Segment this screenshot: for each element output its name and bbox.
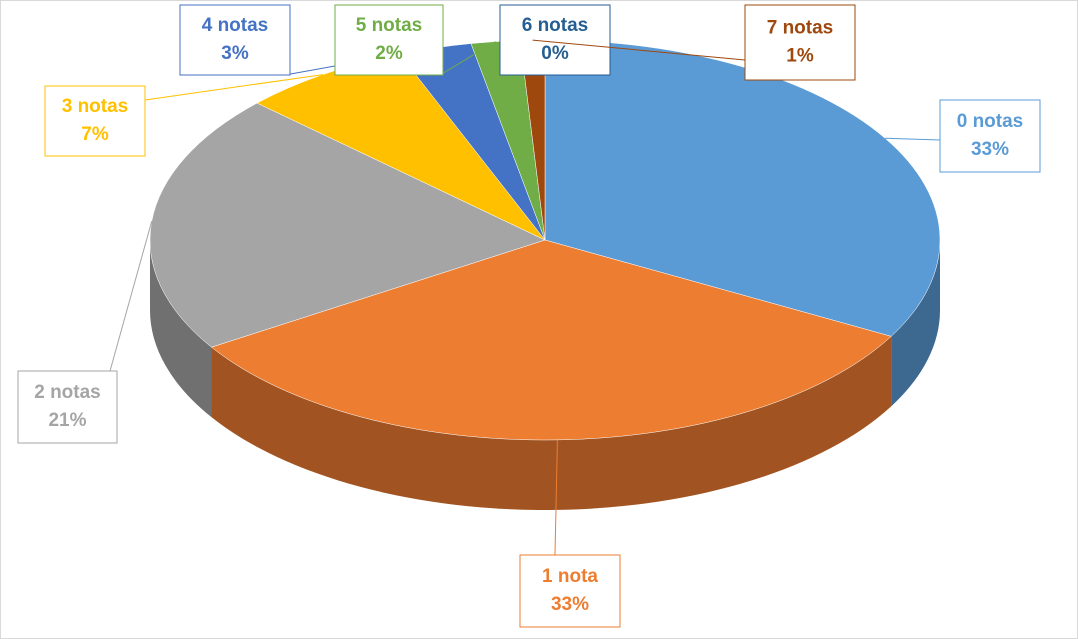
label-box (17, 370, 118, 444)
label-value: 33% (551, 594, 589, 615)
label-category: 6 notas (522, 15, 589, 36)
label-category: 1 nota (542, 566, 598, 587)
label-value: 3% (221, 43, 249, 64)
slice-side-shade (211, 336, 892, 511)
label-box (334, 4, 444, 76)
label-category: 4 notas (202, 15, 269, 36)
slice-side-shade (150, 240, 212, 418)
label-category: 3 notas (62, 96, 129, 117)
slice-side (891, 240, 940, 407)
slice-side (150, 240, 212, 418)
label-value: 1% (786, 46, 814, 67)
leader-line (109, 221, 153, 372)
label-value: 0% (541, 43, 569, 64)
leader-line (554, 439, 558, 556)
label-value: 21% (48, 410, 86, 431)
label-category: 7 notas (767, 18, 834, 39)
label-category: 5 notas (356, 15, 423, 36)
label-box (939, 99, 1041, 173)
slice-side-shade (891, 240, 940, 407)
leader-line (532, 39, 746, 61)
label-value: 7% (81, 124, 109, 145)
label-category: 0 notas (957, 111, 1024, 132)
label-box (519, 554, 621, 628)
label-box (179, 4, 291, 76)
leader-line (144, 74, 324, 101)
label-box (744, 4, 856, 81)
leader-line (884, 137, 941, 141)
slice (149, 102, 546, 348)
label-box (44, 85, 146, 157)
leader-line (439, 41, 496, 76)
label-category: 2 notas (34, 382, 101, 403)
label-value: 33% (971, 139, 1009, 160)
slice-side (211, 336, 892, 511)
label-box (499, 4, 611, 76)
label-value: 2% (375, 43, 403, 64)
